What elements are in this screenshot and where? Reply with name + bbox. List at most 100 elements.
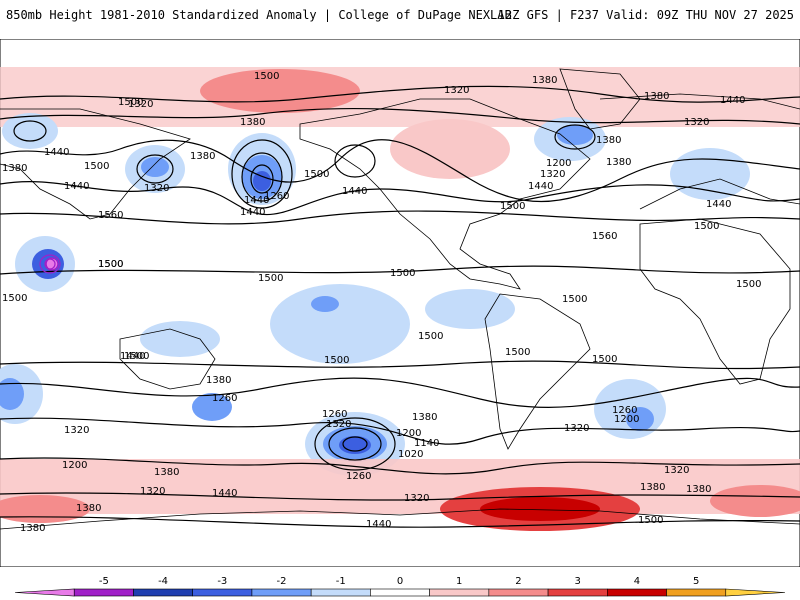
- contour-mid-2: [0, 181, 800, 216]
- contour-label: 1260: [346, 471, 371, 482]
- contour-low-southern-3: [342, 436, 368, 452]
- colorbar-swatches: [14, 588, 786, 597]
- colorbar-tick-label: -4: [158, 576, 168, 587]
- contour-label: 1320: [404, 493, 429, 504]
- colorbar-swatch: [725, 588, 786, 597]
- contour-south-1: [0, 377, 800, 409]
- contour-label: 1380: [206, 375, 231, 386]
- contour-low-typhoon: [39, 254, 61, 274]
- colorbar-tick-label: -5: [99, 576, 109, 587]
- contour-south-5: [0, 516, 800, 528]
- south-america-outline: [484, 293, 591, 450]
- contour-label: 1560: [592, 231, 617, 242]
- colorbar-tick-label: -2: [277, 576, 287, 587]
- colorbar-swatch: [547, 588, 608, 597]
- contour-label: 1200: [614, 414, 639, 425]
- contour-high-bc: [334, 144, 376, 178]
- contour-label: 1320: [64, 425, 89, 436]
- negative-anomaly-west-pacific: [140, 321, 220, 357]
- negative-anomaly-tasman: [192, 393, 232, 421]
- negative-anomaly-east-pacific: [425, 289, 515, 329]
- contour-label: 1380: [190, 151, 215, 162]
- antarctic-positive-band: [0, 459, 800, 514]
- contour-label: 1320: [444, 85, 469, 96]
- contour-label: 1320: [144, 183, 169, 194]
- colorbar-swatch: [666, 588, 727, 597]
- greenland-outline: [559, 68, 641, 130]
- contour-south-4: [0, 492, 800, 501]
- anomaly-colorbar: -5 -4 -3 -2 -1 0 1 2 3 4 5: [14, 576, 786, 597]
- contour-label: 1260: [264, 191, 289, 202]
- contour-south-3: [0, 457, 800, 475]
- map-title: 850mb Height 1981-2010 Standardized Anom…: [6, 8, 512, 22]
- contour-label: 1020: [398, 449, 423, 460]
- contour-mid-3: [0, 210, 800, 225]
- contour-low-gulf-alaska-3: [250, 164, 274, 194]
- negative-anomaly-south-pacific-core: [311, 296, 339, 312]
- colorbar-tick-label: 5: [693, 576, 699, 587]
- contour-label: 1320: [140, 486, 165, 497]
- contour-label: 1500: [258, 273, 283, 284]
- colorbar-tick-label: 0: [397, 576, 403, 587]
- contour-label: 1440: [528, 181, 553, 192]
- contour-subtropic-n: [0, 265, 800, 275]
- colorbar-swatch: [73, 588, 134, 597]
- colorbar-tick-label: 1: [456, 576, 462, 587]
- contour-label: 1380: [640, 482, 665, 493]
- contour-label: 1500: [562, 294, 587, 305]
- model-run-info: 12Z GFS | F237 Valid: 09Z THU NOV 27 202…: [497, 8, 794, 22]
- contour-label: 1260: [612, 405, 637, 416]
- contour-label: 1320: [128, 99, 153, 110]
- contour-label: 1200: [62, 460, 87, 471]
- contour-label: 1320: [664, 465, 689, 476]
- colorbar-tick-label: 4: [634, 576, 640, 587]
- contour-label: 1500: [98, 259, 123, 270]
- contour-south-2: [0, 417, 800, 445]
- contour-label: 1320: [684, 117, 709, 128]
- contour-low-siberia: [13, 120, 47, 142]
- contour-low-gulf-alaska-2: [241, 152, 283, 202]
- colorbar-tick-labels: -5 -4 -3 -2 -1 0 1 2 3 4 5: [99, 576, 699, 587]
- contour-mid-1: [0, 139, 800, 202]
- height-contours: [0, 85, 800, 528]
- negative-anomaly-europe: [670, 148, 750, 200]
- contour-low-japan: [136, 154, 174, 184]
- colorbar-swatch: [310, 588, 371, 597]
- negative-anomaly-indian-ocean-core: [0, 378, 24, 410]
- contour-label: 1380: [532, 75, 557, 86]
- contour-label: 1380: [20, 523, 45, 534]
- contour-label: 1500: [592, 354, 617, 365]
- typhoon-center: [45, 257, 59, 271]
- colorbar-swatch: [133, 588, 193, 597]
- colorbar-swatch: [607, 588, 667, 597]
- contour-label: 1260: [322, 409, 347, 420]
- contour-label: 1440: [120, 351, 145, 362]
- colorbar-swatch: [14, 588, 75, 597]
- positive-anomaly-west-antarctic: [0, 495, 90, 523]
- contour-label: 1500: [2, 293, 27, 304]
- contour-label: 1440: [64, 181, 89, 192]
- contour-label: 1500: [304, 169, 329, 180]
- contour-label: 1200: [546, 158, 571, 169]
- positive-anomaly-north-pacific: [200, 69, 360, 113]
- colorbar-tick-label: 3: [575, 576, 581, 587]
- negative-anomaly-south-pacific: [270, 284, 410, 364]
- contour-label: 1380: [2, 163, 27, 174]
- contour-arctic-2: [0, 107, 800, 125]
- contour-label: 1500: [736, 279, 761, 290]
- contour-label: 1320: [564, 423, 589, 434]
- contour-label: 1320: [326, 419, 351, 430]
- contour-label: 1440: [244, 195, 269, 206]
- contour-label: 1560: [98, 210, 123, 221]
- contour-label: 1500: [418, 331, 443, 342]
- contour-label: 1140: [414, 438, 439, 449]
- contour-label: 1500: [500, 201, 525, 212]
- negative-anomaly-gulf-alaska-center: [253, 171, 271, 191]
- contour-label: 1380: [686, 484, 711, 495]
- negative-anomaly-japan-core: [141, 157, 169, 177]
- contour-label: 1440: [706, 199, 731, 210]
- negative-anomaly-south-atlantic-core: [626, 407, 654, 431]
- negative-anomaly-hudson-core: [557, 125, 593, 145]
- world-map: 1500 1380 1320 1380 1440 1500 1380 1440 …: [0, 39, 800, 567]
- contour-label: 1380: [596, 135, 621, 146]
